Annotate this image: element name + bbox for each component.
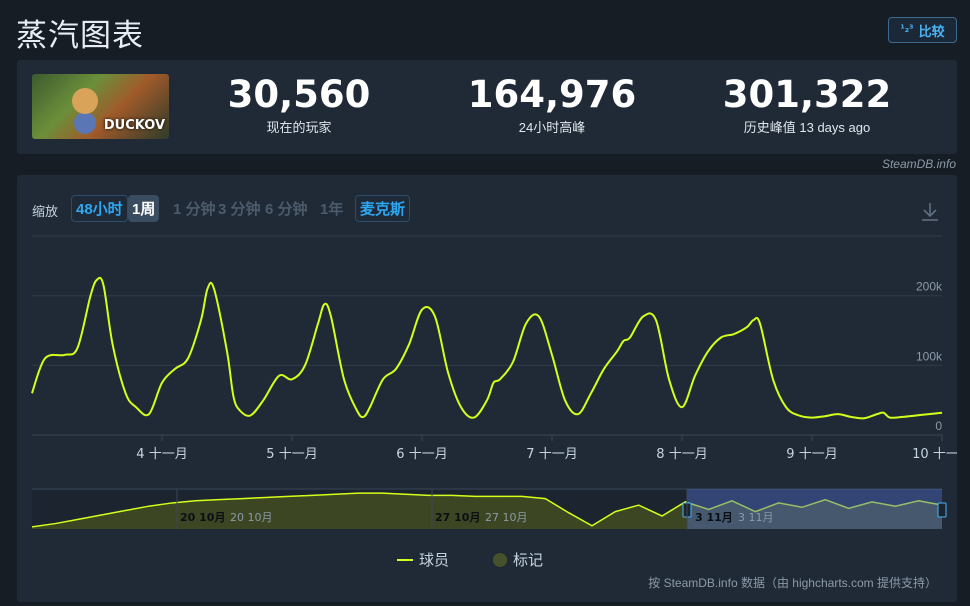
x-tick-label: 6 十一月: [396, 447, 447, 462]
navigator-label: 20 10月: [230, 511, 273, 524]
stat-current-players: 30,560 现在的玩家: [224, 75, 374, 136]
stat-24h-peak: 164,976 24小时高峰: [462, 75, 642, 136]
legend-item-players[interactable]: 球员: [397, 549, 449, 570]
stat-label: 现在的玩家: [266, 120, 332, 135]
character-figure: [72, 88, 98, 114]
x-tick-label: 9 十一月: [786, 447, 837, 462]
dot-swatch-icon: [493, 552, 507, 567]
x-tick-label: 8 十一月: [656, 447, 707, 462]
stat-label: 24小时高峰: [518, 120, 586, 135]
navigator-label: 27 10月: [485, 511, 528, 524]
y-tick-label: 0: [935, 419, 942, 433]
game-logo: DUCKOV: [103, 118, 165, 133]
navigator-label: 3 11月: [738, 511, 774, 524]
legend-label: 球员: [419, 552, 450, 569]
download-icon[interactable]: [921, 202, 939, 222]
line-swatch-icon: [397, 558, 413, 561]
players-series-line[interactable]: [31, 276, 943, 420]
game-thumbnail[interactable]: DUCKOV: [32, 74, 169, 139]
chart-card: 缩放 48小时 1周 1 分钟 3 分钟 6 分钟 1年 麦克斯 200k 100…: [17, 175, 957, 602]
x-tick-label: 5 十一月: [266, 447, 317, 462]
legend-item-markers[interactable]: 标记: [493, 549, 543, 570]
steamdb-credit[interactable]: SteamDB.info: [881, 157, 956, 171]
y-tick-label: 200k: [916, 280, 943, 294]
y-tick-label: 100k: [916, 349, 943, 363]
navigator-label: 3 11月: [695, 511, 733, 524]
stat-value: 164,976: [467, 73, 637, 116]
navigator-selection[interactable]: [687, 489, 942, 529]
x-tick-label: 7 十一月: [526, 447, 577, 462]
stats-panel: DUCKOV 30,560 现在的玩家 164,976 24小时高峰 301,3…: [17, 60, 957, 154]
stat-label: 历史峰值 13 days ago: [743, 120, 871, 135]
stat-value: 30,560: [227, 73, 371, 116]
chart-credit: 按 SteamDB.info 数据（由 highcharts.com 提供支持）: [648, 576, 937, 590]
zoom-6m-button[interactable]: 6 分钟: [265, 201, 308, 218]
page-title: 蒸汽图表: [16, 18, 144, 54]
zoom-3m-button[interactable]: 3 分钟: [218, 201, 261, 218]
zoom-1w-button[interactable]: 1周: [128, 195, 160, 222]
navigator-handle[interactable]: [937, 502, 947, 518]
x-tick-label: 10 十一月: [912, 447, 957, 462]
navigator-line: [31, 492, 943, 528]
zoom-label: 缩放: [32, 204, 59, 219]
navigator-label: 27 10月: [435, 511, 480, 524]
compare-button[interactable]: ¹₂³ 比较: [888, 17, 957, 43]
stat-value: 301,322: [722, 73, 892, 116]
player-chart[interactable]: 200k 100k 0 4 十一月 5 十一月 6 十一月 7 十一月 8 十一月 9 十一月 1…: [17, 230, 957, 530]
legend-label: 标记: [513, 552, 544, 569]
zoom-1y-button[interactable]: 1年: [320, 201, 344, 218]
zoom-1m-button[interactable]: 1 分钟: [173, 201, 216, 218]
navigator-area: [32, 493, 942, 529]
stat-all-time-peak: 301,322 历史峰值 13 days ago: [707, 75, 907, 136]
numbers-icon: ¹₂³: [900, 24, 914, 35]
zoom-48h-button[interactable]: 48小时: [71, 195, 128, 222]
navigator-label: 20 10月: [180, 511, 225, 524]
navigator-chart[interactable]: 20 10月 20 10月 27 10月 27 10月 3 11月 3 11月: [17, 485, 957, 535]
compare-label: 比较: [918, 23, 945, 39]
zoom-max-button[interactable]: 麦克斯: [355, 195, 411, 222]
x-tick-label: 4 十一月: [136, 447, 187, 462]
